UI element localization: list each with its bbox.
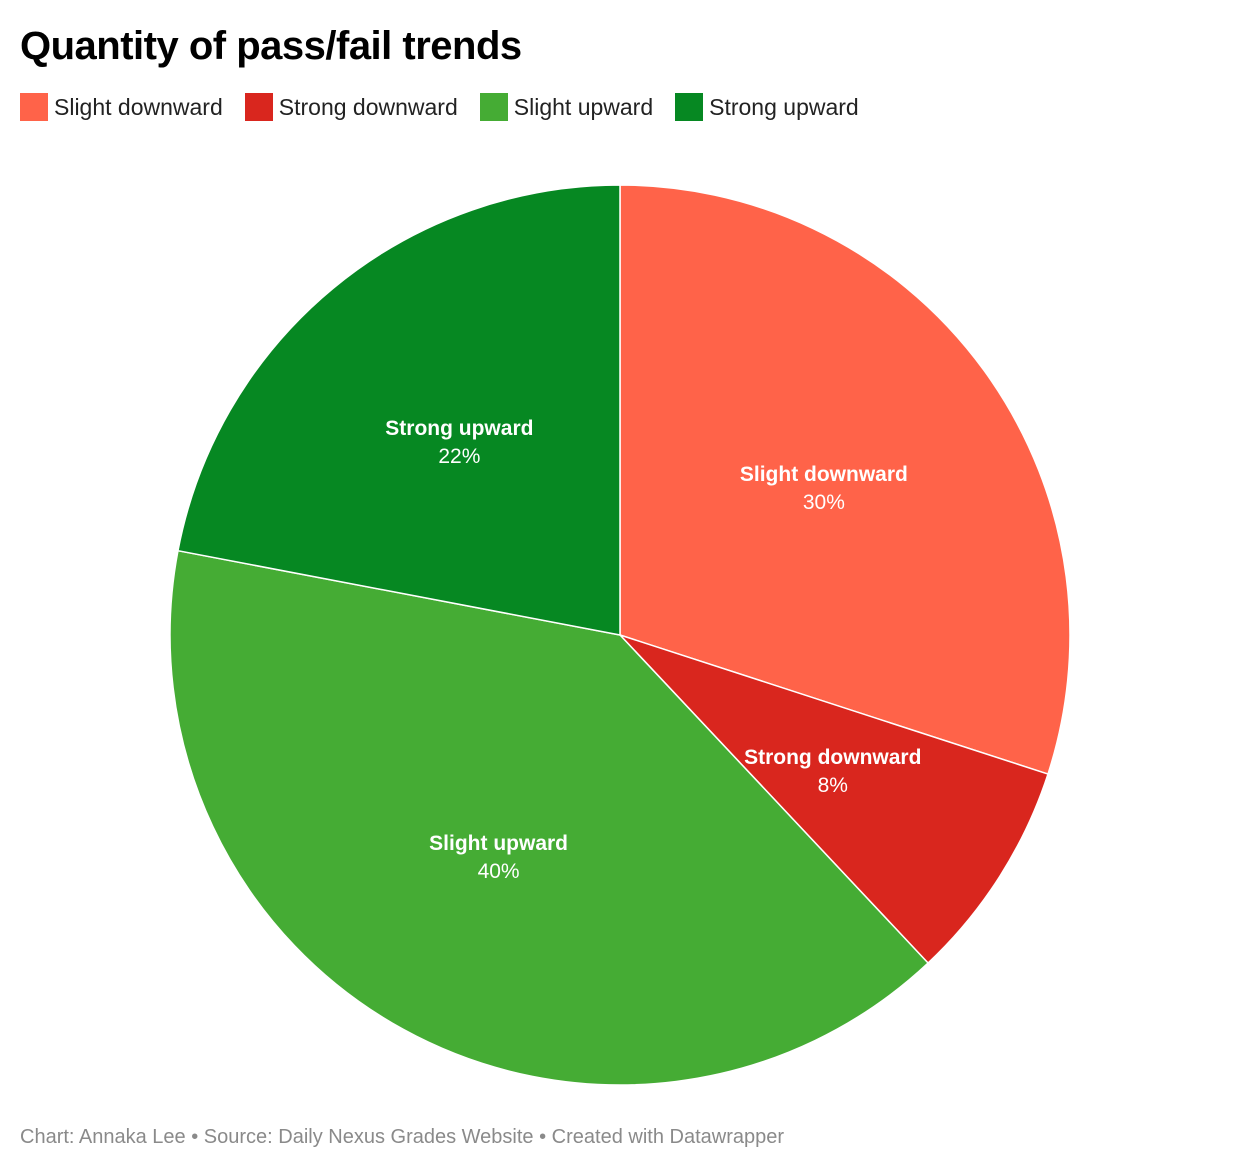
slice-label-strong-upward: Strong upward — [385, 417, 533, 440]
chart-title: Quantity of pass/fail trends — [20, 24, 522, 68]
pie-slice-slight-upward — [169, 549, 930, 1086]
legend-swatch-slight-downward — [20, 93, 48, 121]
legend: Slight downward Strong downward Slight u… — [20, 90, 881, 124]
slice-value-slight-upward: 40% — [478, 860, 520, 883]
pie-slice-strong-downward — [619, 634, 1049, 965]
legend-swatch-strong-downward — [244, 93, 273, 121]
legend-item-slight-upward: Slight upward — [479, 93, 654, 121]
slice-value-strong-downward: 8% — [818, 774, 848, 797]
legend-label-strong-upward: Strong upward — [709, 93, 859, 120]
slice-label-strong-downward: Strong downward — [744, 746, 921, 769]
chart-footer: Chart: Annaka Lee • Source: Daily Nexus … — [20, 1126, 785, 1148]
legend-label-slight-upward: Slight upward — [513, 93, 654, 120]
pie-slice-strong-upward — [177, 184, 621, 636]
slice-label-slight-downward: Slight downward — [740, 463, 908, 486]
legend-swatch-slight-upward — [479, 93, 508, 121]
slice-value-slight-downward: 30% — [803, 491, 845, 514]
legend-label-slight-downward: Slight downward — [54, 93, 223, 120]
legend-item-strong-upward: Strong upward — [675, 93, 859, 121]
legend-label-strong-downward: Strong downward — [278, 93, 458, 120]
slice-label-slight-upward: Slight upward — [429, 832, 568, 855]
legend-item-slight-downward: Slight downward — [20, 93, 223, 121]
legend-swatch-strong-upward — [675, 93, 704, 121]
pie-slice-slight-downward — [619, 184, 1071, 776]
legend-item-strong-downward: Strong downward — [244, 93, 458, 121]
slice-value-strong-upward: 22% — [438, 445, 480, 468]
